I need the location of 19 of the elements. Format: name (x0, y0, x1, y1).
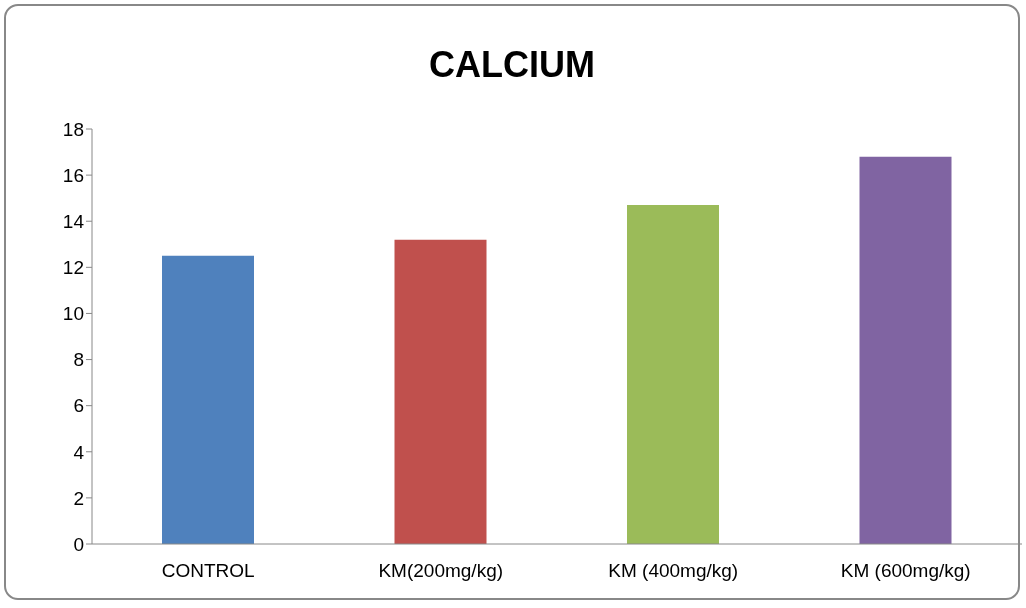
x-tick-label: KM (400mg/kg) (608, 560, 739, 582)
y-tick-label: 14 (62, 210, 85, 232)
bar (394, 239, 487, 544)
y-tick-label: 4 (73, 441, 85, 463)
chart-title: CALCIUM (428, 44, 596, 86)
bar (627, 205, 719, 544)
y-tick-label: 12 (62, 257, 84, 279)
y-tick-label: 18 (62, 118, 84, 140)
x-tick-label: CONTROL (161, 560, 255, 582)
bar (162, 255, 254, 544)
x-tick-label: KM (600mg/kg) (840, 560, 971, 582)
y-tick-label: 2 (73, 487, 84, 509)
bar (859, 156, 952, 544)
x-tick-label: KM(200mg/kg) (378, 560, 504, 582)
y-tick-label: 8 (73, 349, 84, 371)
y-tick-label: 0 (73, 533, 84, 555)
y-tick-label: 10 (62, 303, 84, 325)
y-tick-label: 6 (73, 395, 84, 417)
y-tick-label: 16 (62, 164, 84, 186)
